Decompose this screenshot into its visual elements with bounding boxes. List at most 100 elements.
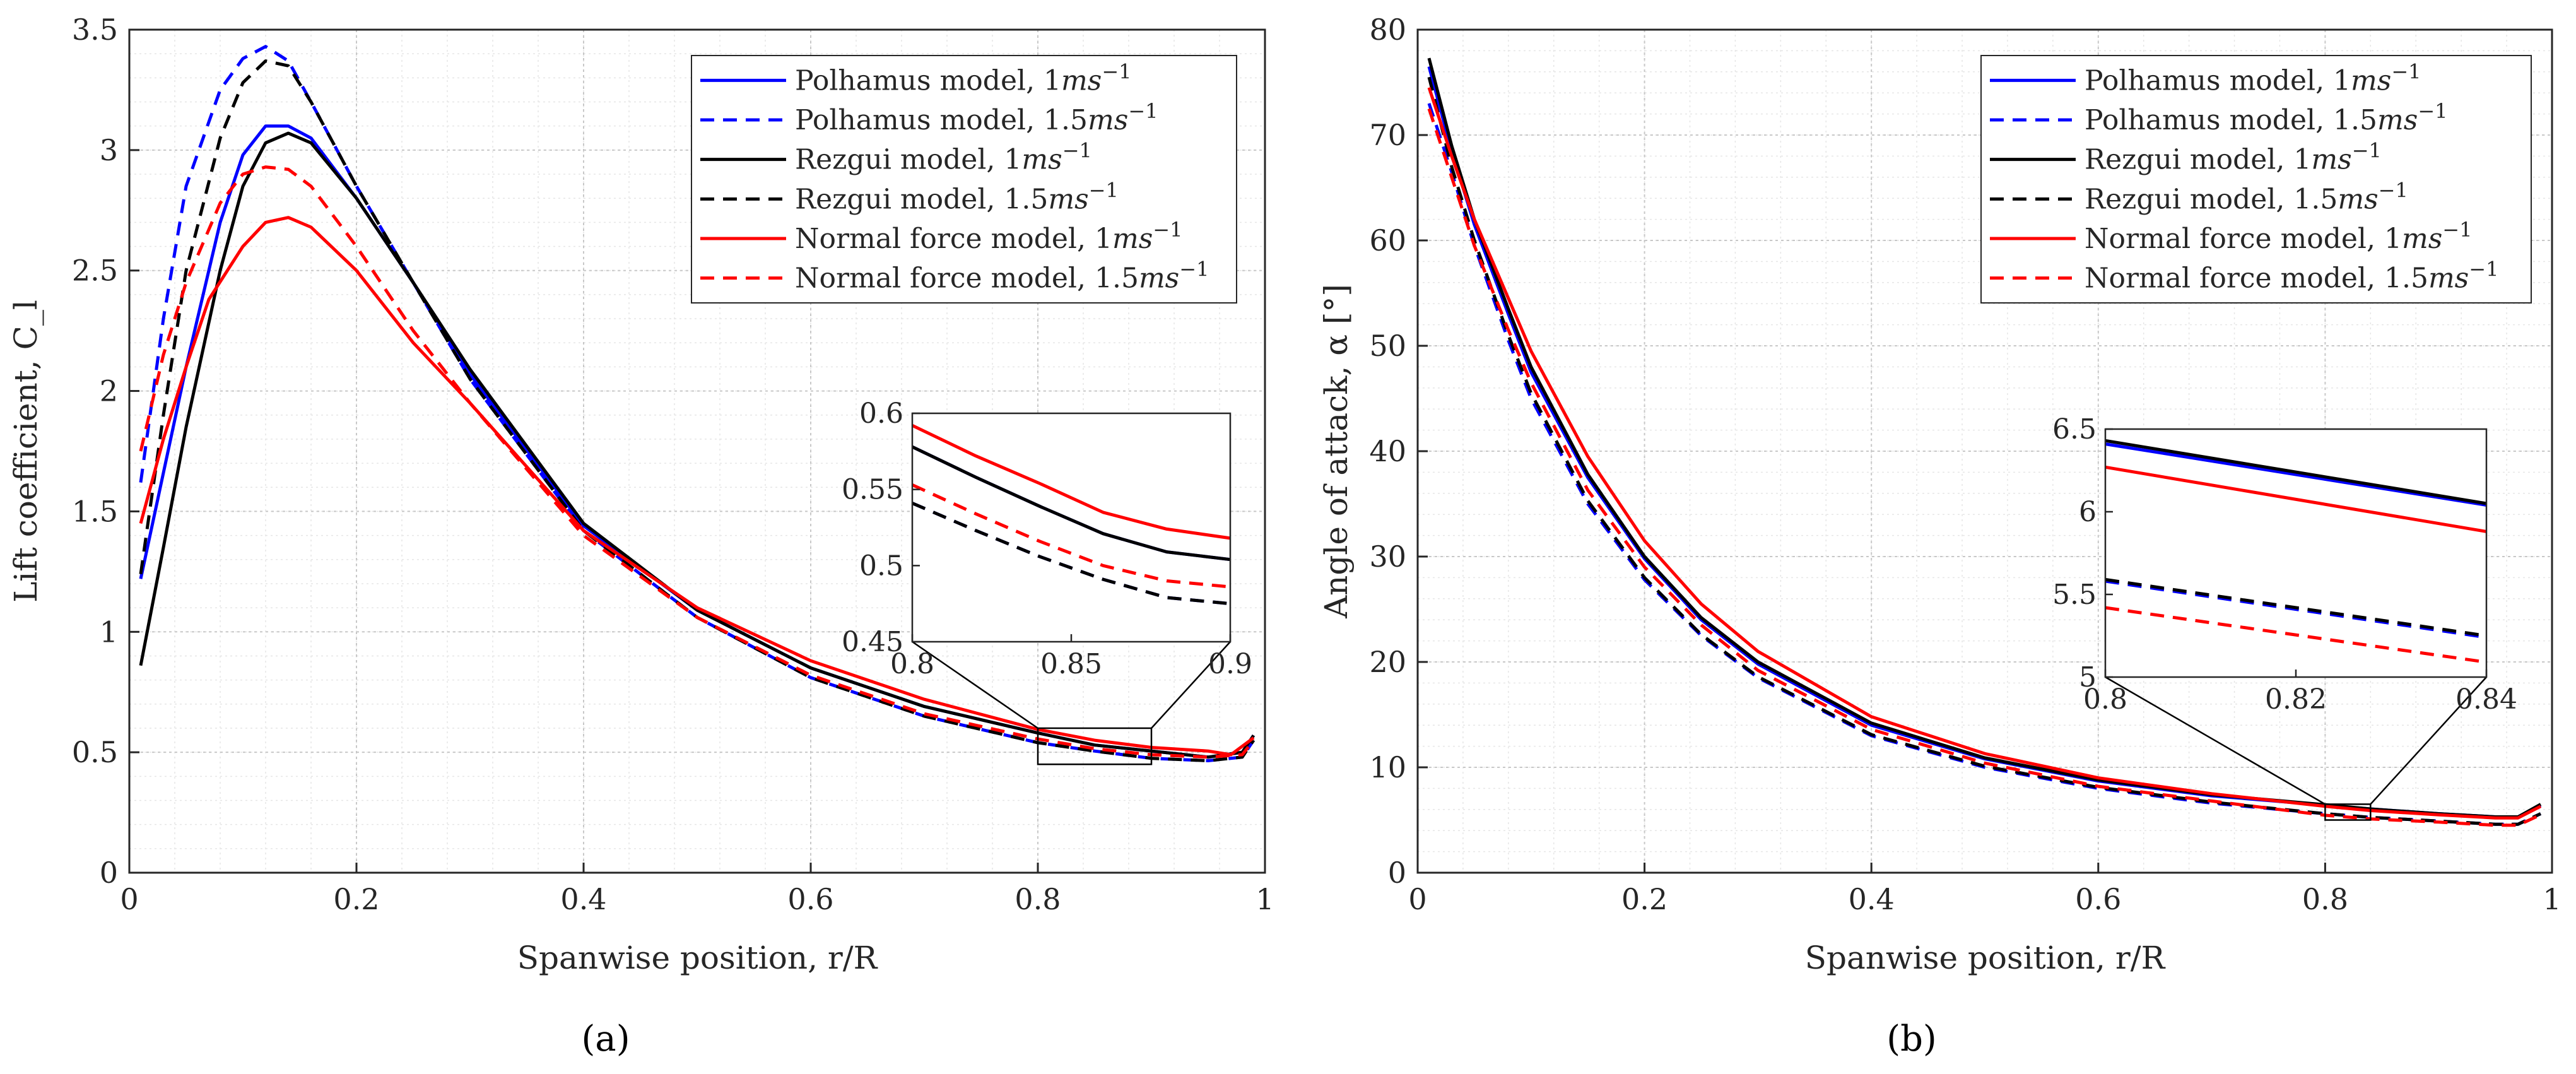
x-tick-label: 0.2 [333, 882, 379, 916]
inset-y-tick-label: 6.5 [2052, 413, 2097, 446]
inset-y-tick-label: 5.5 [2052, 579, 2097, 611]
y-tick-label: 80 [1369, 13, 1406, 47]
x-tick-label: 0 [1408, 882, 1426, 916]
panel-a-zoom-indicator [912, 640, 1231, 765]
y-tick-label: 40 [1369, 434, 1406, 468]
panel-a-axes-box [128, 28, 1266, 874]
panel-b-x-axis-label: Spanwise position, r/R [1805, 940, 2166, 976]
y-tick-label: 3 [100, 133, 118, 167]
x-tick-label: 0.4 [560, 882, 606, 916]
legend-entry-label: Rezgui model, 1ms−1 [2085, 139, 2382, 176]
y-tick-label: 1.5 [72, 494, 118, 528]
x-tick-label: 0.6 [2075, 882, 2121, 916]
legend-entry-label: Polhamus model, 1.5ms−1 [795, 99, 1158, 136]
zoom-connector-right [2370, 676, 2487, 805]
y-tick-label: 20 [1369, 645, 1406, 679]
legend-entry-label: Normal force model, 1.5ms−1 [2085, 257, 2498, 295]
legend-entry-label: Normal force model, 1.5ms−1 [795, 257, 1209, 295]
inset-series-line-1 [2105, 442, 2487, 507]
panel-a-y-axis-label: Lift coefficient, C_l [8, 300, 44, 603]
panel-b-zoom-indicator [2105, 676, 2487, 821]
y-tick-label: 70 [1369, 118, 1406, 152]
inset-series-line-6 [911, 483, 1231, 589]
panel-b: 0.8 0.82 0.84 5 5.5 6 6.5 Polhamus model, 1ms−… [1318, 13, 2561, 1059]
x-tick-label: 0.2 [1621, 882, 1667, 916]
series-line-4 [1427, 76, 2542, 826]
x-tick-label: 0.6 [787, 882, 833, 916]
inset-series-line-3 [2105, 579, 2487, 639]
inset-series-line-5 [2105, 465, 2487, 533]
y-tick-label: 0 [100, 856, 118, 890]
inset-x-tick-label: 0.85 [1040, 648, 1102, 680]
legend-entry-label: Polhamus model, 1.5ms−1 [2085, 99, 2448, 136]
legend-box [1980, 55, 2532, 304]
y-tick-label: 50 [1369, 329, 1406, 363]
series-line-2 [139, 45, 1256, 762]
legend-entry-label: Normal force model, 1ms−1 [795, 218, 1182, 255]
panel-b-series [1427, 57, 2542, 827]
inset-x-tick-label: 0.8 [890, 648, 934, 680]
panel-a-ticks: 0 0.2 0.4 0.6 0.8 1 0 0.5 1 1.5 2 2.5 3 3.5 [72, 13, 1274, 916]
x-tick-label: 1 [1256, 882, 1274, 916]
y-tick-label: 60 [1369, 223, 1406, 257]
inset-series-line-2 [911, 445, 1231, 562]
inset-series-line-6 [2105, 606, 2487, 664]
panel-b-label: (b) [1886, 1018, 1937, 1059]
inset-y-tick-label: 6 [2079, 496, 2097, 528]
zoom-region-box [1037, 727, 1153, 765]
x-tick-label: 0.8 [1015, 882, 1061, 916]
y-tick-label: 1 [100, 615, 118, 649]
inset-y-tick-label: 0.6 [859, 398, 903, 430]
inset-x-tick-label: 0.82 [2265, 683, 2327, 716]
y-tick-label: 10 [1369, 750, 1406, 784]
legend-entry-label: Normal force model, 1ms−1 [2085, 218, 2472, 255]
zoom-region-box [2324, 803, 2372, 821]
series-line-6 [1427, 108, 2542, 827]
y-tick-label: 30 [1369, 540, 1406, 574]
inset-y-tick-label: 0.5 [859, 550, 903, 582]
y-tick-label: 0.5 [72, 735, 118, 769]
panel-a-x-axis-label: Spanwise position, r/R [517, 940, 878, 976]
zoom-connector-left [912, 640, 1038, 729]
inset-y-tick-label: 5 [2079, 661, 2097, 693]
zoom-connector-left [2105, 676, 2326, 805]
legend-entry-label: Rezgui model, 1.5ms−1 [2085, 178, 2408, 215]
legend-entry-label: Rezgui model, 1ms−1 [795, 139, 1092, 176]
panel-b-y-axis-label: Angle of attack, α [°] [1318, 284, 1355, 619]
panel-b-inset: 0.8 0.82 0.84 5 5.5 6 6.5 [2052, 413, 2517, 716]
inset-x-tick-label: 0.9 [1208, 648, 1252, 680]
series-line-3 [139, 131, 1256, 759]
series-line-6 [139, 165, 1255, 759]
y-tick-label: 0 [1388, 856, 1406, 890]
y-tick-label: 2.5 [72, 254, 118, 288]
panel-a-series [139, 45, 1256, 762]
x-tick-label: 1 [2543, 882, 2561, 916]
inset-y-tick-label: 0.55 [842, 474, 903, 506]
inset-series-line-2 [2105, 439, 2487, 505]
y-tick-label: 2 [100, 374, 118, 408]
legend-entry-label: Polhamus model, 1ms−1 [2085, 59, 2421, 97]
series-line-5 [1427, 87, 2542, 820]
panel-a-inset: 0.8 0.85 0.9 0.45 0.5 0.55 0.6 [842, 398, 1252, 680]
inset-plot-area [2105, 429, 2486, 677]
inset-series-line-5 [911, 424, 1231, 540]
inset-x-tick-label: 0.8 [2083, 683, 2127, 716]
inset-series-line-4 [912, 502, 1231, 606]
x-tick-label: 0 [120, 882, 138, 916]
panel-a: 0.8 0.85 0.9 0.45 0.5 0.55 0.6 Polhamus model,… [8, 13, 1274, 1059]
legend-entry-label: Polhamus model, 1ms−1 [795, 59, 1132, 97]
x-tick-label: 0.4 [1849, 882, 1895, 916]
x-tick-label: 0.8 [2302, 882, 2348, 916]
y-tick-label: 3.5 [72, 13, 118, 47]
inset-x-tick-label: 0.84 [2455, 683, 2517, 716]
inset-y-tick-label: 0.45 [842, 626, 903, 658]
series-line-4 [139, 59, 1256, 762]
legend-box [691, 55, 1237, 304]
zoom-connector-right [1151, 641, 1231, 729]
panel-a-label: (a) [581, 1018, 630, 1059]
legend-entry-label: Rezgui model, 1.5ms−1 [795, 178, 1119, 215]
